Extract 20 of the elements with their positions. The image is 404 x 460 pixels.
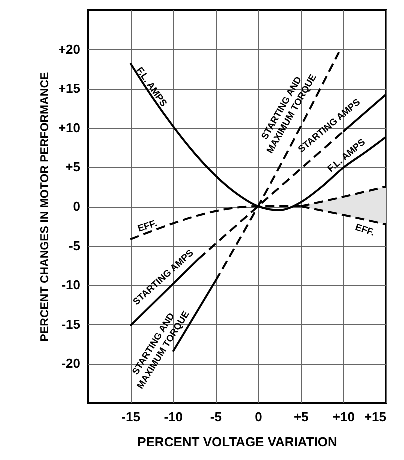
y-tick-label: 0 [73,199,80,214]
x-tick-label: +5 [294,410,309,424]
x-tick-label: +10 [332,410,355,424]
annotation: EFF. [354,222,376,239]
x-tick-label: -5 [210,410,222,424]
y-tick-label: -15 [62,316,80,332]
y-tick-label: +5 [66,160,80,175]
x-axis-title: PERCENT VOLTAGE VARIATION [138,434,338,450]
y-tick-label: -20 [62,356,80,372]
y-tick-label: -10 [62,278,80,293]
y-tick-label: +10 [58,120,80,136]
x-tick-label: -10 [164,410,184,424]
x-tick-label: -15 [122,410,140,424]
y-axis-title: PERCENT CHANGES IN MOTOR PERFORMANCE [39,72,52,342]
y-tick-label: +20 [58,42,80,57]
y-tick-label: +15 [58,81,80,96]
x-tick-label: 0 [255,410,262,424]
annotation: EFF. [136,218,159,235]
x-tick-label: +15 [364,410,386,424]
y-tick-label: -5 [68,238,80,254]
